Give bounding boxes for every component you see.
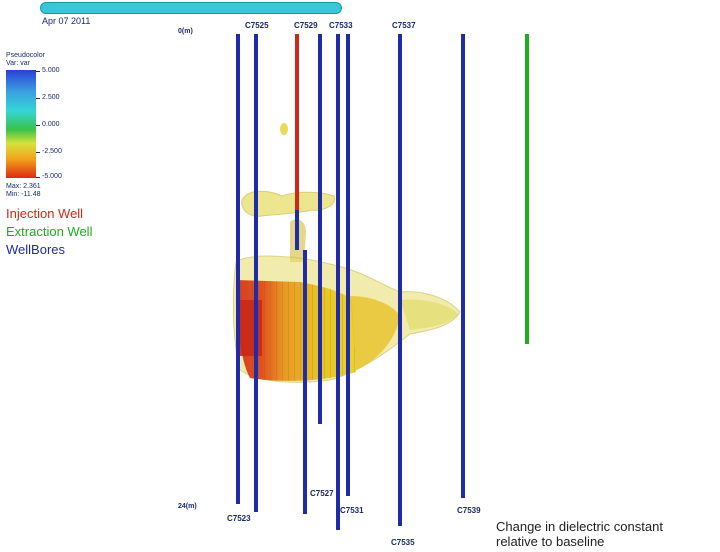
colorbar-tick-mark: [36, 152, 40, 153]
time-slider[interactable]: [40, 2, 342, 14]
legend-injection-well: Injection Well: [6, 206, 84, 221]
colorbar-title-line1: Pseudocolor: [6, 52, 45, 59]
date-label: Apr 07 2011: [42, 16, 91, 26]
caption-line2: relative to baseline: [496, 534, 605, 549]
wellbores: [236, 34, 465, 530]
figure-caption: Change in dielectric constant relative t…: [496, 519, 663, 549]
legend-wellbores: WellBores: [6, 242, 66, 257]
colorbar-title: Pseudocolor Var: var: [6, 52, 45, 68]
colorbar-tick-label: 2.500: [42, 94, 60, 101]
legend-extraction-well: Extraction Well: [6, 224, 93, 239]
well-label-c7531: C7531: [340, 506, 364, 515]
colorbar-tick-mark: [36, 125, 40, 126]
colorbar-tick-label: -5.000: [42, 173, 62, 180]
colorbar-tick-label: -2.500: [42, 148, 62, 155]
well-label-c7523: C7523: [227, 514, 251, 523]
colorbar-tick-mark: [36, 177, 40, 178]
data-range: Max: 2.361 Min: -11.48: [6, 183, 41, 199]
colorbar-tick-label: 5.000: [42, 67, 60, 74]
plume-body: [232, 255, 461, 383]
caption-line1: Change in dielectric constant: [496, 519, 663, 534]
well-label-c7533: C7533: [329, 21, 353, 30]
colorbar-title-line2: Var: var: [6, 60, 30, 67]
colorbar-tick-label: 0.000: [42, 121, 60, 128]
well-label-c7535: C7535: [391, 538, 415, 547]
depth-bottom-label: 24(m): [178, 503, 197, 510]
well-label-c7529: C7529: [294, 21, 318, 30]
data-max: Max: 2.361: [6, 183, 41, 190]
colorbar: [6, 70, 36, 178]
well-label-c7525: C7525: [245, 21, 269, 30]
well-label-c7539: C7539: [457, 506, 481, 515]
depth-top-label: 0(m): [178, 28, 193, 35]
well-label-c7527: C7527: [310, 489, 334, 498]
well-label-c7537: C7537: [392, 21, 416, 30]
data-min: Min: -11.48: [6, 191, 41, 198]
colorbar-tick-mark: [36, 71, 40, 72]
colorbar-tick-mark: [36, 98, 40, 99]
